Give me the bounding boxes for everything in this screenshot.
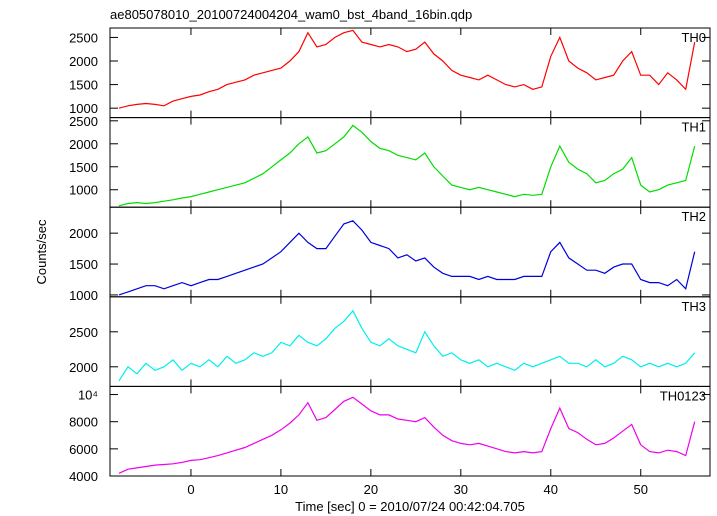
series-line xyxy=(118,396,696,474)
y-tick-label: 2000 xyxy=(69,360,98,375)
y-tick-label: 2500 xyxy=(69,325,98,340)
series-line xyxy=(118,29,696,109)
x-tick-label: 30 xyxy=(454,482,468,497)
x-tick-label: 40 xyxy=(544,482,558,497)
y-tick-label: 2000 xyxy=(69,226,98,241)
panel-label: TH0 xyxy=(681,30,706,45)
y-tick-label: 1000 xyxy=(69,183,98,198)
y-tick-label: 1000 xyxy=(69,101,98,116)
x-tick-label: 0 xyxy=(187,482,194,497)
y-tick-label: 10⁴ xyxy=(78,388,98,403)
y-tick-label: 1000 xyxy=(69,288,98,303)
panel-frame xyxy=(109,206,711,298)
panel-label: TH2 xyxy=(681,209,706,224)
x-tick-label: 50 xyxy=(634,482,648,497)
panel-label: TH1 xyxy=(681,120,706,135)
y-tick-label: 2500 xyxy=(69,30,98,45)
y-tick-label: 1500 xyxy=(69,78,98,93)
y-tick-label: 2500 xyxy=(69,114,98,129)
y-tick-label: 1500 xyxy=(69,160,98,175)
panel-label: TH3 xyxy=(681,299,706,314)
series-line xyxy=(118,220,696,296)
y-tick-label: 4000 xyxy=(69,469,98,484)
panel-frame xyxy=(109,27,711,119)
y-tick-label: 2000 xyxy=(69,137,98,152)
chart-title: ae805078010_20100724004204_wam0_bst_4ban… xyxy=(110,7,472,22)
x-tick-label: 10 xyxy=(274,482,288,497)
y-tick-label: 2000 xyxy=(69,54,98,69)
panel-label: TH0123 xyxy=(660,388,706,403)
panel-frame xyxy=(109,385,711,477)
y-tick-label: 8000 xyxy=(69,415,98,430)
y-tick-label: 6000 xyxy=(69,442,98,457)
panel-frame xyxy=(109,296,711,387)
y-axis-label: Counts/sec xyxy=(34,219,49,285)
series-line xyxy=(118,124,696,207)
x-tick-label: 20 xyxy=(364,482,378,497)
y-tick-label: 1500 xyxy=(69,257,98,272)
series-line xyxy=(118,309,696,382)
x-axis-label: Time [sec] 0 = 2010/07/24 00:42:04.705 xyxy=(295,499,525,514)
